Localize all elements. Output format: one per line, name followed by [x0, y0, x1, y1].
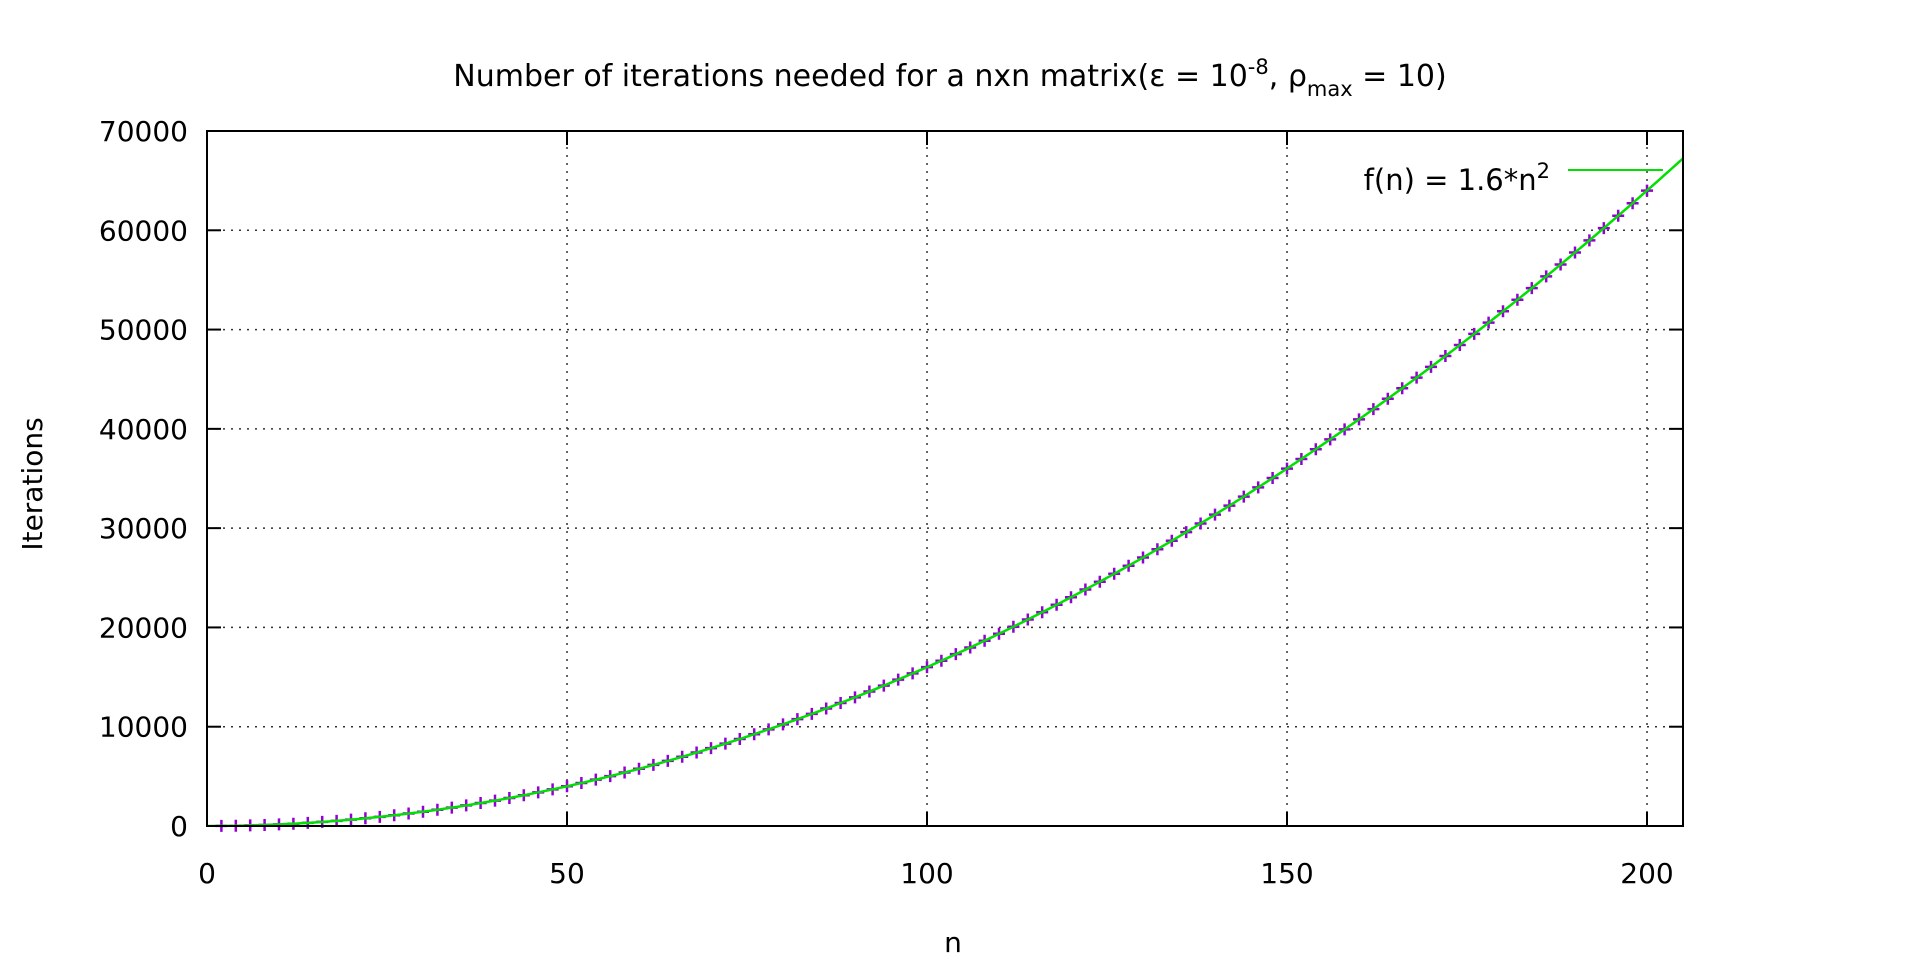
title-suffix: = 10) [1353, 59, 1447, 94]
y-tick-label-20000: 20000 [99, 611, 188, 644]
title-middle: , ρ [1269, 59, 1307, 94]
title-prefix: Number of iterations needed for a nxn ma… [453, 59, 1248, 94]
chart-title: Number of iterations needed for a nxn ma… [453, 55, 1446, 101]
axis-layer: 0 50 100 150 200 0 10000 20000 30000 40000 50000 60… [99, 115, 1684, 890]
x-tick-label-150: 150 [1260, 857, 1313, 890]
title-subscript: max [1307, 77, 1353, 101]
x-tick-label-0: 0 [198, 857, 216, 890]
grid-layer [207, 131, 1683, 826]
y-tick-label-10000: 10000 [99, 711, 188, 744]
y-tick-label-50000: 50000 [99, 314, 188, 347]
y-tick-label-0: 0 [170, 810, 188, 843]
legend-label-exponent: 2 [1537, 159, 1550, 183]
y-tick-label-70000: 70000 [99, 115, 188, 148]
title-exponent: -8 [1248, 55, 1269, 79]
x-axis-label: n [944, 926, 962, 959]
x-tick-label-50: 50 [549, 857, 585, 890]
legend-label-fit: f(n) = 1.6*n2 [1364, 159, 1550, 197]
x-tick-label-100: 100 [900, 857, 953, 890]
fit-curve [207, 157, 1683, 826]
y-axis-label: Iterations [16, 417, 49, 550]
y-tick-label-30000: 30000 [99, 512, 188, 545]
data-layer [207, 157, 1683, 832]
y-tick-label-40000: 40000 [99, 413, 188, 446]
y-tick-label-60000: 60000 [99, 214, 188, 247]
legend-label-main: f(n) = 1.6*n [1364, 163, 1537, 197]
x-tick-label-200: 200 [1620, 857, 1673, 890]
plot-border [206, 130, 1684, 827]
